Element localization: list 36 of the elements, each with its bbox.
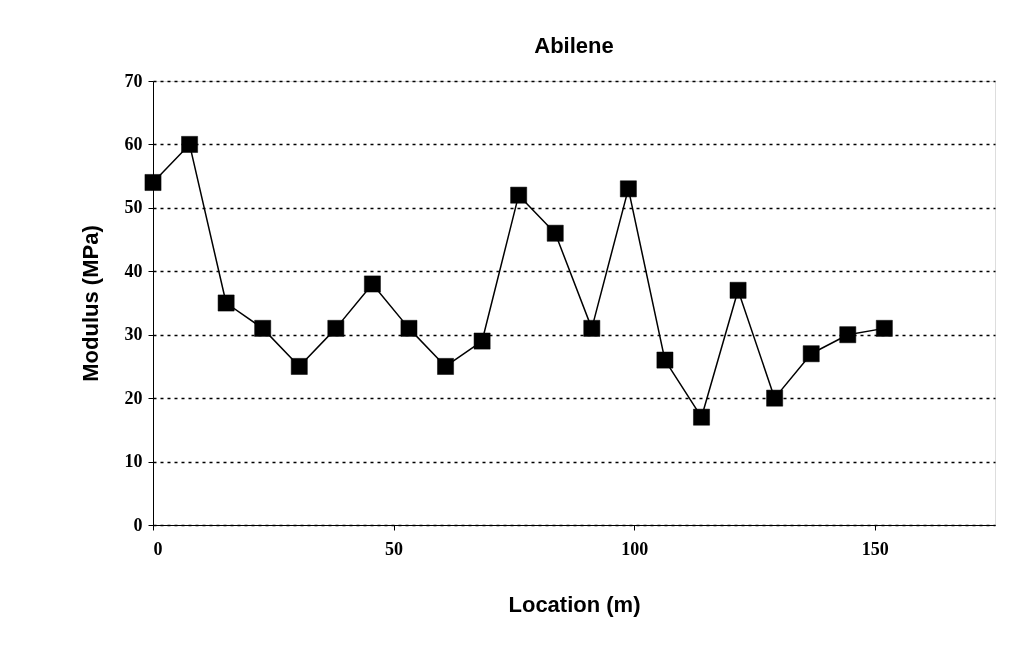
point [766,389,783,407]
point [546,224,564,242]
point [144,174,162,191]
y-tick-label: 10 [124,451,143,472]
point [254,320,272,337]
point [290,358,308,375]
point [656,351,674,369]
y-tick-label: 50 [124,197,143,218]
point [693,408,710,426]
y-tick-label: 60 [124,133,143,154]
point [364,275,381,293]
point [400,320,418,337]
y-tick-label: 0 [133,514,143,535]
point [217,294,235,312]
point [802,345,820,363]
y-tick-label: 70 [124,70,143,91]
point [839,326,857,344]
y-tick-label: 20 [124,387,143,408]
point [510,186,527,204]
x-tick-label: 50 [385,538,404,559]
point [729,282,747,299]
point [473,332,491,350]
y-tick-label: 30 [124,324,143,345]
x-tick-label: 100 [621,538,649,559]
point [327,320,345,337]
point [181,136,198,153]
x-axis-title: Location (m) [508,591,641,617]
point [876,320,893,337]
x-tick-label: 0 [153,538,163,559]
chart-title: Abilene [534,33,614,58]
y-axis-title: Modulus (MPa) [77,225,103,382]
point [437,358,454,375]
x-tick-label: 150 [861,538,889,559]
point [620,180,637,198]
y-tick-label: 40 [124,260,143,281]
point [583,320,601,337]
